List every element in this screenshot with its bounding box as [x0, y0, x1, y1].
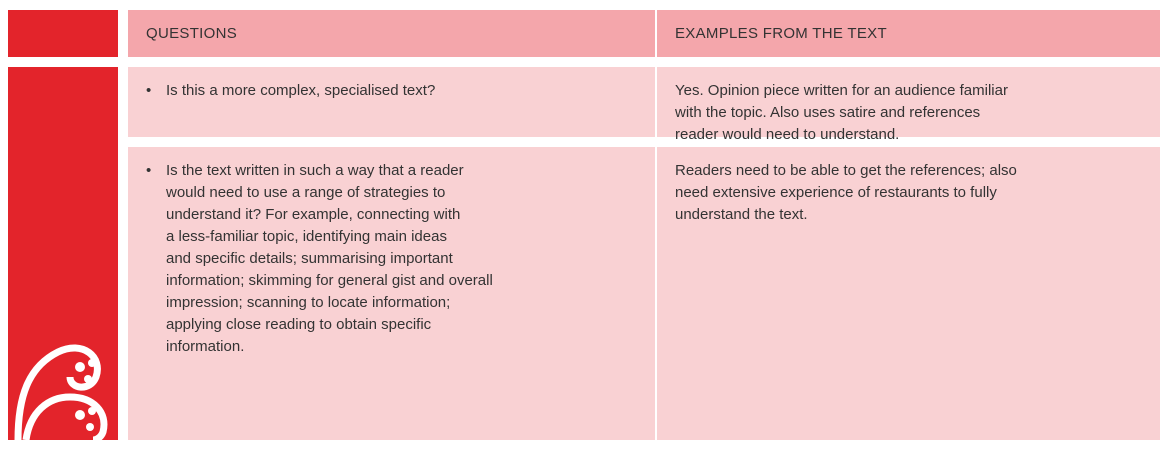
koru-logo: [14, 344, 108, 440]
question-text: understand it? For example, connecting w…: [166, 206, 461, 223]
example-cell: Readers need to be able to get the refer…: [657, 147, 1160, 440]
question-cell: • Is the text written in such a way that …: [128, 147, 655, 440]
question-text: a less-familiar topic, identifying main …: [166, 228, 447, 245]
example-cell: Yes. Opinion piece written for an audien…: [657, 67, 1160, 143]
example-text: need extensive experience of restaurants…: [675, 184, 997, 201]
question-text: Is this a more complex, specialised text…: [166, 82, 436, 99]
bullet: •: [146, 162, 152, 179]
bullet: •: [146, 82, 152, 99]
question-cell: • Is this a more complex, specialised tex…: [128, 67, 655, 137]
side-block: [8, 67, 118, 440]
question-text: impression; scanning to locate informati…: [166, 294, 451, 311]
question-text: and specific details; summarising import…: [166, 250, 453, 267]
question-text: applying close reading to obtain specifi…: [166, 316, 432, 333]
header-cell: EXAMPLES FROM THE TEXT: [657, 10, 1160, 57]
question-text: information.: [166, 338, 245, 355]
header-side-block: [8, 10, 118, 57]
example-text: Yes. Opinion piece written for an audien…: [675, 82, 1008, 99]
example-text: understand the text.: [675, 206, 808, 223]
header-cell: QUESTIONS: [128, 10, 655, 57]
question-text: Is the text written in such a way that a…: [166, 162, 464, 179]
example-text: with the topic. Also uses satire and ref…: [675, 104, 981, 121]
question-text: would need to use a range of strategies …: [166, 184, 446, 201]
example-text: Readers need to be able to get the refer…: [675, 162, 1017, 179]
question-text: information; skimming for general gist a…: [166, 272, 493, 289]
example-text: reader would need to understand.: [675, 126, 900, 143]
